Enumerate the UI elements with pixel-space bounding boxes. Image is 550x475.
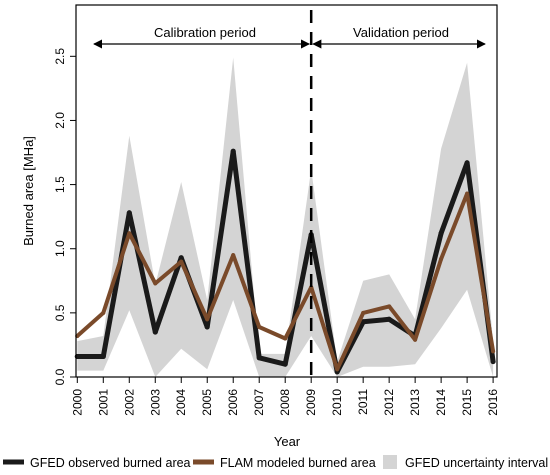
x-axis-title: Year — [274, 434, 301, 449]
observed-point — [464, 160, 470, 166]
x-tick-label: 2005 — [200, 389, 214, 416]
y-tick-label: 2.5 — [53, 48, 67, 65]
observed-point — [100, 354, 106, 359]
modeled-point — [153, 281, 158, 286]
x-tick-label: 2009 — [304, 389, 318, 416]
observed-point — [490, 359, 496, 365]
modeled-point — [257, 325, 262, 329]
modeled-point — [101, 310, 106, 315]
y-tick-label: 1.0 — [53, 240, 67, 257]
legend-label-observed: GFED observed burned area — [30, 456, 191, 470]
observed-point — [152, 329, 158, 335]
uncertainty-band-layer — [77, 57, 494, 377]
modeled-point — [231, 253, 236, 258]
legend-swatch-uncertainty — [383, 455, 397, 469]
y-tick-label: 1.5 — [53, 176, 67, 193]
x-tick-label: 2011 — [356, 389, 370, 415]
modeled-point — [283, 336, 288, 341]
x-tick-label: 2007 — [252, 389, 266, 416]
observed-point — [204, 324, 210, 330]
observed-point — [178, 255, 184, 261]
y-tick-label: 0.0 — [53, 368, 67, 385]
x-tick-label: 2006 — [226, 389, 240, 416]
x-tick-label: 2003 — [148, 389, 162, 416]
modeled-point — [127, 231, 132, 236]
observed-point — [386, 316, 392, 322]
x-tick-label: 2015 — [460, 389, 474, 416]
legend-label-modeled: FLAM modeled burned area — [220, 456, 376, 470]
x-tick-label: 2001 — [96, 389, 110, 416]
legend-label-uncertainty: GFED uncertainty interval — [405, 456, 548, 470]
y-axis: 0.0 0.5 1.0 1.5 2.0 2.5 — [53, 48, 76, 385]
modeled-point — [361, 310, 366, 315]
modeled-point — [335, 367, 340, 372]
x-tick-label: 2012 — [382, 389, 396, 416]
series-layer — [74, 148, 496, 375]
x-tick-label: 2014 — [434, 389, 448, 416]
x-tick-label: 2000 — [70, 389, 84, 416]
observed-point — [360, 319, 366, 325]
validation-period-label: Validation period — [353, 25, 449, 40]
uncertainty-band — [77, 57, 494, 377]
observed-point — [282, 361, 288, 367]
period-annotations: Calibration period Validation period — [93, 10, 486, 377]
y-tick-label: 0.5 — [53, 304, 67, 321]
y-axis-title: Burned area [MHa] — [21, 136, 36, 246]
modeled-point — [205, 317, 210, 322]
x-tick-label: 2002 — [122, 389, 136, 416]
observed-point — [230, 148, 236, 154]
x-tick-label: 2016 — [486, 389, 500, 416]
modeled-point — [387, 304, 392, 309]
modeled-point — [491, 349, 496, 354]
observed-point — [126, 210, 132, 216]
plot-frame — [75, 4, 498, 378]
x-tick-label: 2010 — [330, 389, 344, 416]
x-tick-label: 2008 — [278, 389, 292, 416]
calibration-period-label: Calibration period — [154, 25, 256, 40]
y-tick-label: 2.0 — [53, 112, 67, 129]
modeled-point — [439, 257, 444, 261]
modeled-point — [179, 259, 184, 264]
observed-point — [438, 230, 444, 236]
modeled-point — [413, 337, 418, 342]
x-tick-label: 2013 — [408, 389, 422, 416]
x-tick-label: 2004 — [174, 389, 188, 416]
modeled-point — [465, 191, 470, 196]
observed-point — [256, 355, 262, 361]
x-axis: 2000 2001 2002 2003 2004 2005 2006 2007 2008 2009… — [70, 377, 500, 416]
legend: GFED observed burned area FLAM modeled b… — [3, 455, 548, 470]
